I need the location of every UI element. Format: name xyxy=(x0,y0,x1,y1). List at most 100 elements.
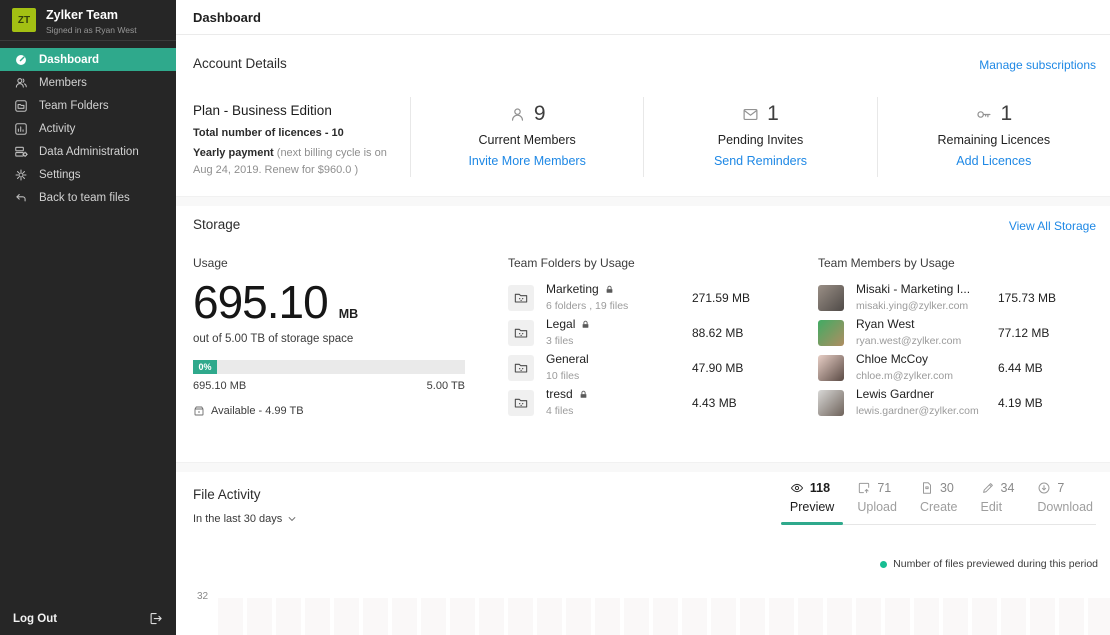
team-folder-row[interactable]: Marketing 6 folders , 19 files 271.59 MB xyxy=(508,283,762,313)
folder-meta: 10 files xyxy=(546,370,579,382)
sidebar-item-back-to-team-files[interactable]: Back to team files xyxy=(0,186,176,209)
team-folder-row[interactable]: Legal 3 files 88.62 MB xyxy=(508,318,762,348)
envelope-icon xyxy=(742,106,759,123)
folder-name: Legal xyxy=(546,317,575,331)
tab-upload[interactable]: 71 Upload xyxy=(854,481,900,524)
tab-preview[interactable]: 118 Preview xyxy=(787,481,837,524)
member-name: Lewis Gardner xyxy=(856,387,998,401)
folder-size: 4.43 MB xyxy=(692,396,762,410)
eye-icon xyxy=(790,481,804,495)
logout-button[interactable]: Log Out xyxy=(0,602,176,635)
member-name: Misaki - Marketing I... xyxy=(856,282,998,296)
sidebar-item-activity[interactable]: Activity xyxy=(0,117,176,140)
avatar xyxy=(818,285,844,311)
lock-icon xyxy=(579,390,588,399)
tab-count: 30 xyxy=(940,481,954,495)
tab-count: 118 xyxy=(810,481,830,495)
main-content: Dashboard Account Details Manage subscri… xyxy=(176,0,1110,635)
activity-icon xyxy=(14,122,28,136)
stat-label: Current Members xyxy=(411,133,643,147)
period-label: In the last 30 days xyxy=(193,513,282,525)
tab-label: Download xyxy=(1037,500,1093,514)
add-licences-link[interactable]: Add Licences xyxy=(956,154,1031,168)
folder-size: 88.62 MB xyxy=(692,326,762,340)
team-folders-icon xyxy=(14,99,28,113)
current-members-count: 9 xyxy=(534,102,546,126)
invite-more-members-link[interactable]: Invite More Members xyxy=(468,154,585,168)
member-name: Chloe McCoy xyxy=(856,352,998,366)
folder-name: General xyxy=(546,352,589,366)
storage-used-value: 695.10 xyxy=(193,278,328,326)
team-folder-row[interactable]: tresd 4 files 4.43 MB xyxy=(508,388,762,418)
plan-block: Plan - Business Edition Total number of … xyxy=(176,97,410,177)
stat-label: Pending Invites xyxy=(644,133,876,147)
sidebar-item-label: Members xyxy=(39,77,87,89)
folder-meta: 4 files xyxy=(546,405,573,417)
members-icon xyxy=(14,76,28,90)
stat-label: Remaining Licences xyxy=(878,133,1110,147)
tab-edit[interactable]: 34 Edit xyxy=(978,481,1018,524)
view-all-storage-link[interactable]: View All Storage xyxy=(1009,219,1096,233)
workdrive-admin-dashboard: ZT Zylker Team Signed in as Ryan West Da… xyxy=(0,0,1110,635)
download-icon xyxy=(1037,481,1051,495)
storage-section: Storage View All Storage Usage 695.10 MB… xyxy=(176,206,1110,462)
storage-percent-badge: 0% xyxy=(193,360,217,374)
folder-icon xyxy=(513,360,529,376)
back-arrow-icon xyxy=(14,191,28,205)
storage-available-label: Available - 4.99 TB xyxy=(211,405,304,417)
active-tab-underline xyxy=(781,522,843,525)
folder-icon xyxy=(513,325,529,341)
storage-used-label: 695.10 MB xyxy=(193,380,246,392)
sidebar-item-data-administration[interactable]: Data Administration xyxy=(0,140,176,163)
sidebar-item-dashboard[interactable]: Dashboard xyxy=(0,48,176,71)
lock-icon xyxy=(605,285,614,294)
team-member-row[interactable]: Lewis Gardner lewis.gardner@zylker.com 4… xyxy=(818,388,1068,418)
page-title: Dashboard xyxy=(193,10,261,25)
storage-total-label: 5.00 TB xyxy=(427,380,465,392)
sidebar-item-label: Settings xyxy=(39,169,81,181)
member-email: chloe.m@zylker.com xyxy=(856,370,953,382)
legend-text: Number of files previewed during this pe… xyxy=(893,558,1098,570)
member-name: Ryan West xyxy=(856,317,998,331)
lock-icon xyxy=(581,320,590,329)
storage-title: Storage xyxy=(193,217,240,232)
sidebar-item-team-folders[interactable]: Team Folders xyxy=(0,94,176,117)
team-folder-row[interactable]: General 10 files 47.90 MB xyxy=(508,353,762,383)
data-administration-icon xyxy=(14,145,28,159)
stat-current-members: 9 Current Members Invite More Members xyxy=(410,97,643,177)
manage-subscriptions-link[interactable]: Manage subscriptions xyxy=(979,58,1096,72)
remaining-licences-count: 1 xyxy=(1000,102,1012,126)
edit-pencil-icon xyxy=(981,481,995,495)
sidebar-item-label: Activity xyxy=(39,123,75,135)
chevron-down-icon xyxy=(288,516,296,522)
team-folders-by-usage: Team Folders by Usage Marketing 6 folder… xyxy=(508,256,762,423)
team-members-by-usage: Team Members by Usage Misaki - Marketing… xyxy=(818,256,1068,423)
stat-remaining-licences: 1 Remaining Licences Add Licences xyxy=(877,97,1110,177)
team-member-row[interactable]: Misaki - Marketing I... misaki.ying@zylk… xyxy=(818,283,1068,313)
team-header[interactable]: ZT Zylker Team Signed in as Ryan West xyxy=(0,0,176,41)
logout-label: Log Out xyxy=(13,613,57,625)
activity-chart-grid xyxy=(218,598,1110,635)
team-name: Zylker Team xyxy=(46,8,137,24)
sidebar-item-members[interactable]: Members xyxy=(0,71,176,94)
folder-icon xyxy=(513,395,529,411)
member-email: misaki.ying@zylker.com xyxy=(856,300,968,312)
period-dropdown[interactable]: In the last 30 days xyxy=(193,513,296,525)
sidebar-item-label: Team Folders xyxy=(39,100,109,112)
tab-create[interactable]: 30 Create xyxy=(917,481,961,524)
create-file-icon xyxy=(920,481,934,495)
storage-box-icon xyxy=(193,405,205,417)
tab-download[interactable]: 7 Download xyxy=(1034,481,1096,524)
folder-icon xyxy=(513,290,529,306)
team-member-row[interactable]: Ryan West ryan.west@zylker.com 77.12 MB xyxy=(818,318,1068,348)
folder-name: tresd xyxy=(546,387,573,401)
team-member-row[interactable]: Chloe McCoy chloe.m@zylker.com 6.44 MB xyxy=(818,353,1068,383)
section-divider xyxy=(176,462,1110,472)
tab-label: Upload xyxy=(857,500,897,514)
sidebar-item-settings[interactable]: Settings xyxy=(0,163,176,186)
tab-label: Create xyxy=(920,500,958,514)
activity-tabs: 118 Preview 71 Upload 30 xyxy=(787,481,1096,525)
send-reminders-link[interactable]: Send Reminders xyxy=(714,154,807,168)
storage-progress-bar: 0% xyxy=(193,360,465,374)
avatar xyxy=(818,355,844,381)
